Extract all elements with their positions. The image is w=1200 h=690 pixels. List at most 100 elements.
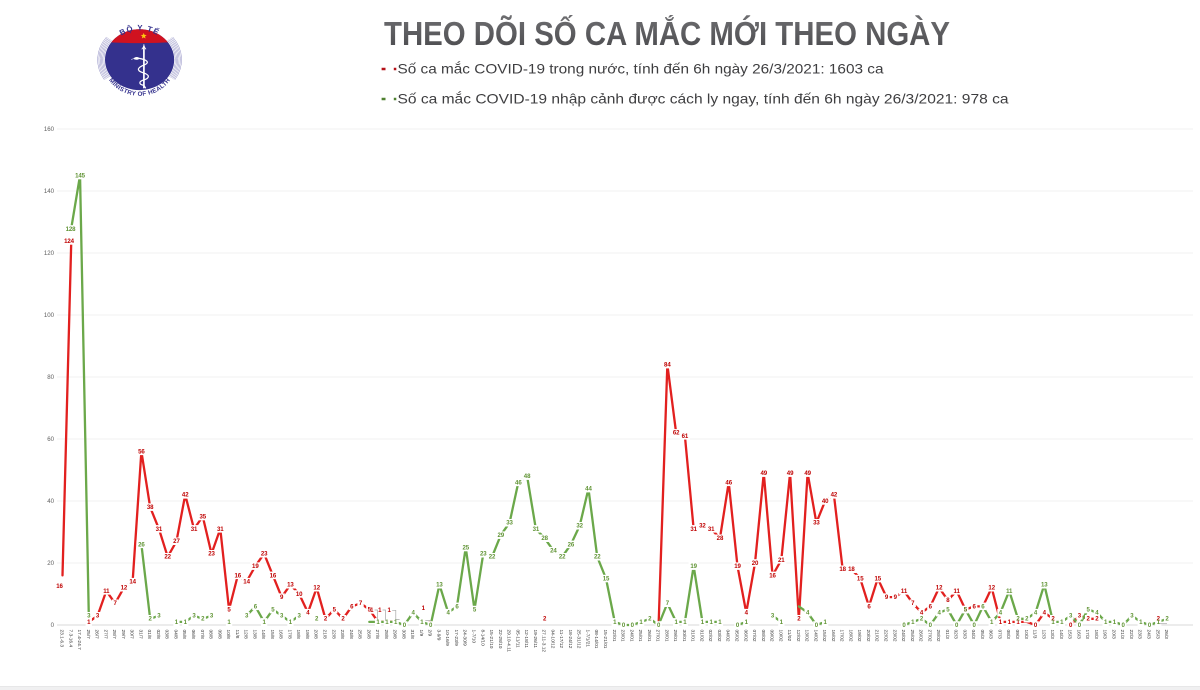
svg-text:19/8: 19/8 (304, 630, 310, 640)
svg-text:0: 0 (902, 622, 906, 629)
svg-text:15/8: 15/8 (269, 630, 275, 640)
svg-text:0: 0 (1122, 622, 1126, 629)
svg-text:07/3: 07/3 (996, 630, 1002, 640)
svg-text:0: 0 (51, 622, 55, 629)
svg-text:BỘ Y TẾ: BỘ Y TẾ (118, 23, 162, 37)
svg-text:25: 25 (462, 544, 469, 551)
svg-text:0: 0 (973, 622, 977, 629)
svg-text:33: 33 (506, 520, 513, 527)
svg-text:3: 3 (210, 613, 214, 620)
svg-text:16: 16 (56, 583, 63, 590)
svg-text:19: 19 (734, 563, 741, 570)
svg-text:1: 1 (376, 619, 380, 626)
svg-text:26/02: 26/02 (918, 630, 924, 642)
svg-text:21: 21 (778, 557, 785, 564)
svg-text:1: 1 (1157, 619, 1161, 626)
svg-text:26/8: 26/8 (365, 630, 371, 640)
svg-text:15: 15 (874, 575, 881, 582)
svg-text:3: 3 (87, 613, 91, 620)
svg-text:2: 2 (648, 616, 652, 623)
svg-text:128: 128 (66, 226, 77, 233)
svg-text:11: 11 (103, 588, 110, 595)
svg-text:48: 48 (524, 473, 531, 480)
svg-text:12/8: 12/8 (243, 630, 249, 640)
svg-text:THEO DÕI SỐ CA MẮC MỚI THEO NG: THEO DÕI SỐ CA MẮC MỚI THEO NGÀY (384, 14, 950, 52)
svg-text:1: 1 (385, 619, 389, 626)
svg-text:3: 3 (298, 613, 302, 620)
svg-text:7.3-16.4: 7.3-16.4 (67, 630, 73, 648)
svg-text:31: 31 (708, 526, 715, 533)
svg-text:09/3: 09/3 (1014, 630, 1020, 640)
svg-text:27/7: 27/7 (102, 630, 108, 640)
svg-text:07/8: 07/8 (199, 630, 205, 640)
svg-text:09/02: 09/02 (769, 630, 775, 642)
svg-text:23: 23 (208, 551, 215, 558)
svg-text:6: 6 (973, 603, 977, 610)
svg-text:15/3: 15/3 (1067, 630, 1073, 640)
svg-text:30/01: 30/01 (681, 630, 687, 642)
svg-text:61: 61 (682, 433, 689, 440)
svg-text:3: 3 (245, 613, 249, 620)
svg-text:14: 14 (129, 579, 136, 586)
svg-text:12: 12 (313, 585, 320, 592)
svg-text:05/02: 05/02 (733, 630, 739, 642)
svg-text:24/02: 24/02 (900, 630, 906, 642)
svg-text:05/8: 05/8 (181, 630, 187, 640)
svg-text:Số ca mắc COVID-19 trong nước,: Số ca mắc COVID-19 trong nước, tính đến … (398, 61, 884, 77)
svg-text:28: 28 (541, 535, 548, 542)
svg-text:1: 1 (87, 619, 91, 626)
svg-text:4: 4 (1095, 610, 1099, 617)
svg-text:22: 22 (489, 554, 496, 561)
svg-text:29/7: 29/7 (120, 630, 126, 640)
svg-text:22/8: 22/8 (330, 630, 336, 640)
svg-text:16: 16 (769, 572, 776, 579)
svg-text:4: 4 (999, 610, 1003, 617)
svg-text:20/8: 20/8 (313, 630, 319, 640)
svg-text:1: 1 (701, 619, 705, 626)
svg-text:2: 2 (1095, 616, 1099, 623)
svg-text:124: 124 (64, 238, 75, 245)
svg-text:4: 4 (306, 610, 310, 617)
svg-text:10/3: 10/3 (1023, 630, 1029, 640)
svg-text:23: 23 (261, 551, 268, 558)
svg-text:25/8: 25/8 (357, 630, 363, 640)
svg-text:0: 0 (955, 622, 959, 629)
svg-text:06/02: 06/02 (742, 630, 748, 642)
svg-text:40: 40 (47, 498, 54, 505)
svg-text:18/02: 18/02 (847, 630, 853, 642)
svg-text:01/8: 01/8 (146, 630, 152, 640)
svg-text:25/02: 25/02 (909, 630, 915, 642)
svg-text:0: 0 (1148, 622, 1152, 629)
svg-text:56: 56 (138, 448, 145, 455)
svg-text:27/01: 27/01 (655, 630, 661, 642)
svg-text:22/02: 22/02 (883, 630, 889, 642)
svg-text:3-9/9: 3-9/9 (435, 630, 441, 641)
svg-text:03/02: 03/02 (716, 630, 722, 642)
svg-text:11: 11 (1006, 588, 1013, 595)
svg-text:24/8: 24/8 (348, 630, 354, 640)
svg-text:6: 6 (867, 603, 871, 610)
svg-text:44: 44 (585, 486, 592, 493)
svg-text:01/02: 01/02 (698, 630, 704, 642)
svg-text:02/8: 02/8 (155, 630, 161, 640)
svg-text:1: 1 (990, 619, 994, 626)
svg-text:120: 120 (44, 250, 55, 257)
svg-text:15-21/10: 15-21/10 (488, 630, 494, 649)
svg-text:19: 19 (252, 563, 259, 570)
svg-text:25-31/12: 25-31/12 (576, 630, 582, 649)
svg-text:5: 5 (964, 606, 968, 613)
svg-text:18/3: 18/3 (1093, 630, 1099, 640)
svg-text:16: 16 (235, 572, 242, 579)
svg-text:1: 1 (1016, 619, 1020, 626)
svg-text:23/8: 23/8 (339, 630, 345, 640)
svg-text:22: 22 (559, 554, 566, 561)
svg-text:1: 1 (674, 619, 678, 626)
svg-text:0: 0 (929, 622, 933, 629)
svg-text:21/8: 21/8 (321, 630, 327, 640)
svg-text:21/3: 21/3 (1119, 630, 1125, 640)
svg-text:6: 6 (981, 603, 985, 610)
svg-text:3: 3 (157, 613, 161, 620)
svg-text:1: 1 (999, 619, 1003, 626)
svg-text:1: 1 (420, 619, 424, 626)
svg-text:10: 10 (296, 591, 303, 598)
